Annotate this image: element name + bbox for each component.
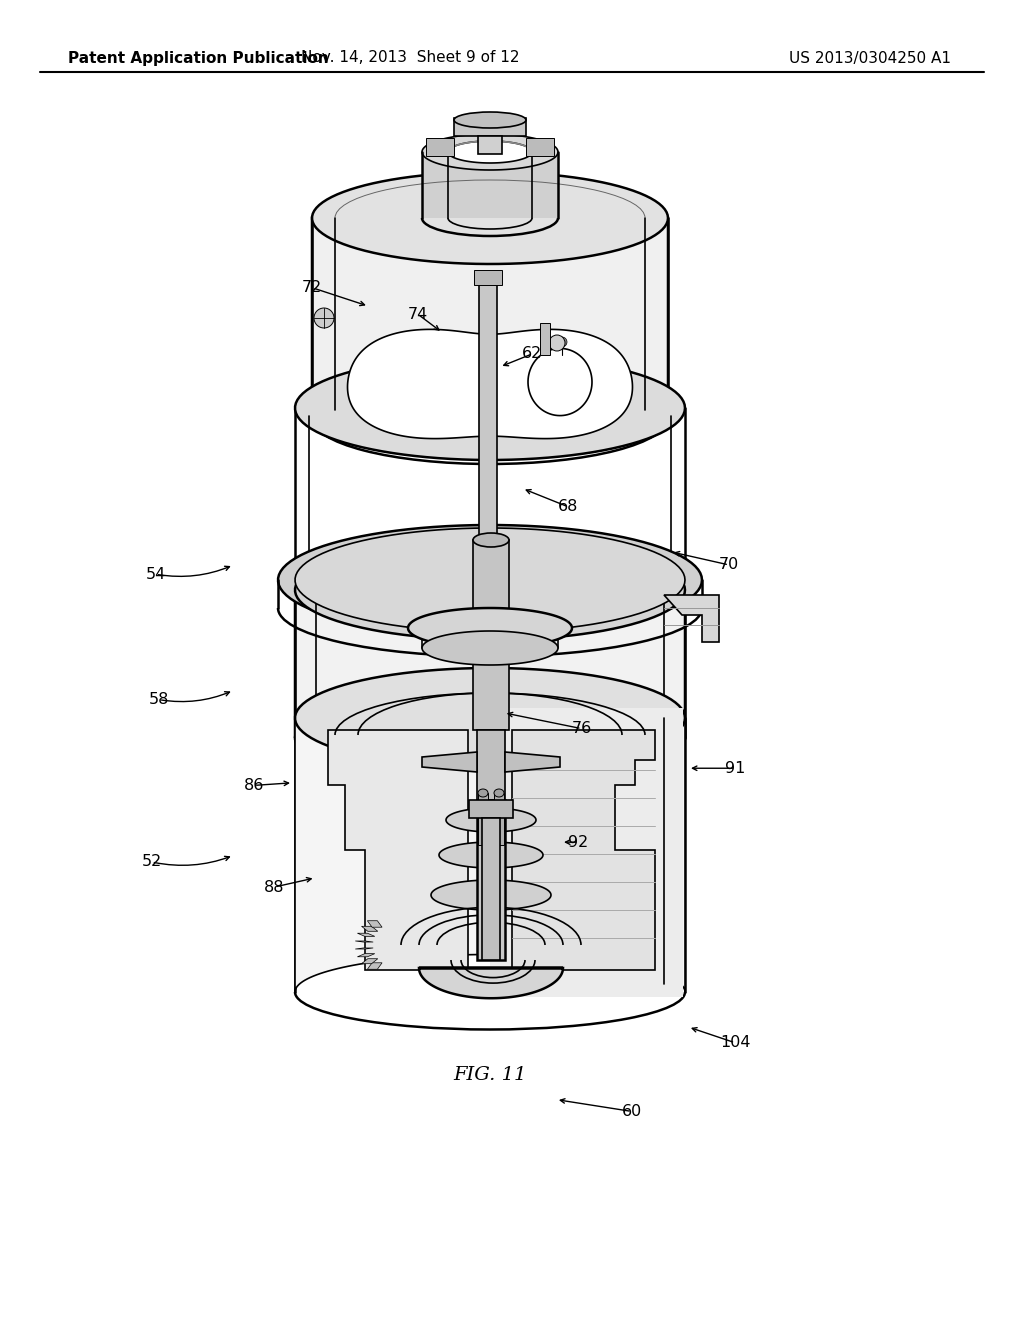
Polygon shape xyxy=(328,730,468,970)
Polygon shape xyxy=(361,958,378,964)
Polygon shape xyxy=(422,135,558,170)
Polygon shape xyxy=(419,968,563,998)
Polygon shape xyxy=(439,842,543,869)
Text: 74: 74 xyxy=(408,306,428,322)
Polygon shape xyxy=(494,793,504,845)
Polygon shape xyxy=(422,752,477,772)
Ellipse shape xyxy=(454,112,526,128)
Polygon shape xyxy=(449,141,532,162)
Text: 76: 76 xyxy=(571,721,592,737)
Text: 104: 104 xyxy=(720,1035,751,1051)
Text: FIG. 11: FIG. 11 xyxy=(454,1067,526,1084)
Ellipse shape xyxy=(494,789,504,797)
Polygon shape xyxy=(295,528,685,632)
Polygon shape xyxy=(477,730,505,800)
Ellipse shape xyxy=(478,789,488,797)
Polygon shape xyxy=(347,330,633,438)
Polygon shape xyxy=(295,540,685,640)
Polygon shape xyxy=(357,953,375,957)
Polygon shape xyxy=(454,117,526,136)
Text: Patent Application Publication: Patent Application Publication xyxy=(68,50,329,66)
Text: 54: 54 xyxy=(145,566,166,582)
Polygon shape xyxy=(279,525,702,635)
Polygon shape xyxy=(528,348,592,416)
Text: 68: 68 xyxy=(558,499,579,515)
Ellipse shape xyxy=(557,337,567,347)
Polygon shape xyxy=(446,808,536,832)
Text: 91: 91 xyxy=(725,760,745,776)
Text: Nov. 14, 2013  Sheet 9 of 12: Nov. 14, 2013 Sheet 9 of 12 xyxy=(301,50,519,66)
Polygon shape xyxy=(368,921,382,927)
Text: 88: 88 xyxy=(264,879,285,895)
Polygon shape xyxy=(422,152,558,218)
Text: 60: 60 xyxy=(622,1104,642,1119)
Polygon shape xyxy=(469,800,513,818)
Polygon shape xyxy=(512,730,655,970)
Polygon shape xyxy=(505,752,560,772)
Polygon shape xyxy=(357,933,375,936)
Polygon shape xyxy=(422,631,558,665)
Polygon shape xyxy=(526,139,554,156)
Ellipse shape xyxy=(473,533,509,546)
Polygon shape xyxy=(431,880,551,909)
Text: 52: 52 xyxy=(141,854,162,870)
Text: US 2013/0304250 A1: US 2013/0304250 A1 xyxy=(790,50,951,66)
Polygon shape xyxy=(408,609,572,648)
Polygon shape xyxy=(664,595,719,642)
Polygon shape xyxy=(478,136,502,154)
Text: 72: 72 xyxy=(302,280,323,296)
Polygon shape xyxy=(490,708,683,997)
FancyArrowPatch shape xyxy=(162,692,229,702)
FancyArrowPatch shape xyxy=(159,566,229,577)
Text: 86: 86 xyxy=(244,777,264,793)
Text: 70: 70 xyxy=(719,557,739,573)
Polygon shape xyxy=(368,962,382,969)
Polygon shape xyxy=(540,323,550,355)
Text: 58: 58 xyxy=(148,692,169,708)
Polygon shape xyxy=(474,271,502,285)
Polygon shape xyxy=(478,793,488,845)
Polygon shape xyxy=(295,590,685,738)
Polygon shape xyxy=(477,800,505,960)
Polygon shape xyxy=(312,172,668,264)
Polygon shape xyxy=(312,218,668,418)
Ellipse shape xyxy=(549,335,565,351)
Polygon shape xyxy=(361,927,378,932)
Polygon shape xyxy=(295,668,685,768)
Polygon shape xyxy=(295,718,685,993)
Polygon shape xyxy=(479,285,497,539)
Polygon shape xyxy=(473,540,509,730)
Text: 92: 92 xyxy=(568,834,589,850)
Polygon shape xyxy=(482,818,500,960)
Polygon shape xyxy=(426,139,454,156)
Polygon shape xyxy=(295,356,685,459)
Text: 62: 62 xyxy=(522,346,543,362)
Ellipse shape xyxy=(314,308,334,327)
FancyArrowPatch shape xyxy=(155,857,229,866)
